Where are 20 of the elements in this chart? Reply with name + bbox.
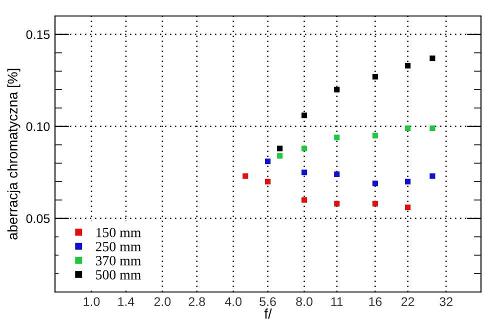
x-tick-label: 1.4 [118, 297, 134, 306]
x-axis-title: f/ [264, 308, 272, 319]
x-tick-label: 4.0 [224, 297, 242, 306]
x-tick-label: 5.6 [260, 297, 276, 306]
legend-label: 370 mm [96, 256, 141, 266]
y-tick-label: 0.05 [26, 214, 50, 224]
x-tick-label: 22 [401, 297, 414, 306]
y-axis-title: aberracja chromatyczna [%] [7, 68, 20, 240]
legend-label: 250 mm [96, 242, 141, 252]
x-tick-label: 32 [440, 297, 452, 306]
y-tick-label: 0.15 [26, 30, 50, 40]
x-tick-label: 8.0 [296, 297, 312, 306]
x-tick-label: 2.0 [154, 297, 171, 306]
x-tick-label: 16 [369, 297, 382, 306]
x-tick-label: 2.8 [188, 297, 205, 306]
y-tick-label: 0.10 [26, 122, 50, 132]
x-tick-label: 1.0 [84, 297, 100, 306]
legend-label: 500 mm [96, 270, 141, 280]
legend-label: 150 mm [96, 228, 141, 238]
x-tick-label: 11 [331, 297, 343, 306]
